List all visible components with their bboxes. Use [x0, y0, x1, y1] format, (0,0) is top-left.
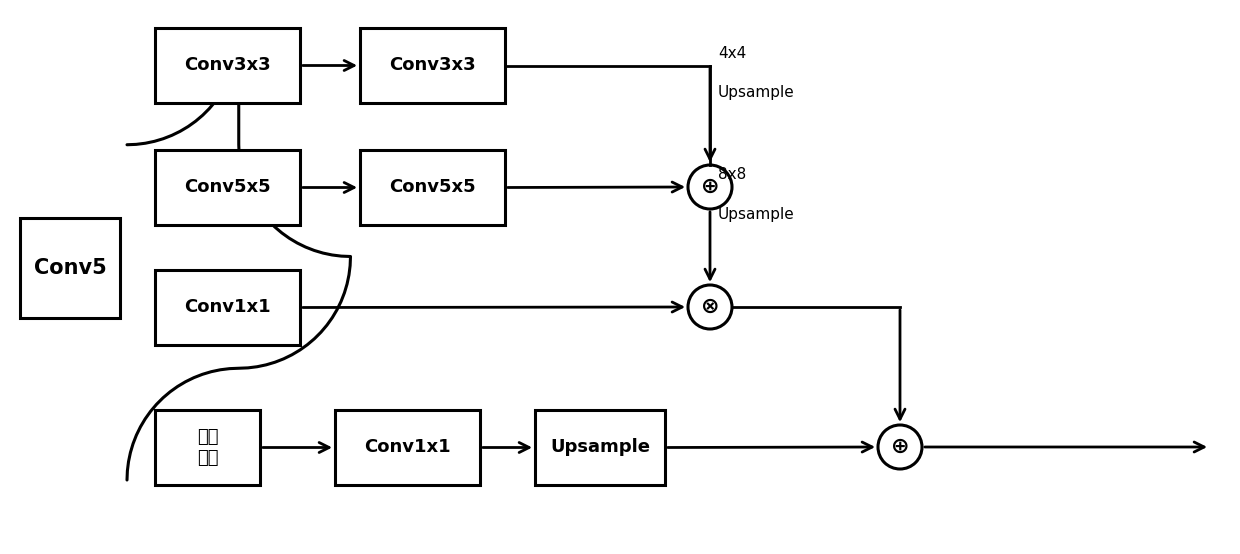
FancyBboxPatch shape — [534, 410, 665, 485]
FancyBboxPatch shape — [20, 218, 120, 318]
Text: Conv1x1: Conv1x1 — [365, 439, 451, 456]
Text: Conv3x3: Conv3x3 — [389, 57, 476, 74]
Text: Upsample: Upsample — [718, 85, 795, 100]
FancyBboxPatch shape — [155, 150, 300, 225]
Text: Conv3x3: Conv3x3 — [185, 57, 270, 74]
FancyBboxPatch shape — [155, 28, 300, 103]
Text: ⊕: ⊕ — [890, 437, 909, 457]
Text: Conv1x1: Conv1x1 — [185, 299, 270, 316]
FancyBboxPatch shape — [155, 270, 300, 345]
Text: ⊕: ⊕ — [701, 177, 719, 197]
Text: 全局
池化: 全局 池化 — [197, 428, 218, 467]
Text: 4x4: 4x4 — [718, 45, 746, 60]
FancyBboxPatch shape — [360, 150, 505, 225]
Text: ⊗: ⊗ — [701, 297, 719, 317]
FancyBboxPatch shape — [155, 410, 260, 485]
Text: Upsample: Upsample — [551, 439, 650, 456]
FancyBboxPatch shape — [335, 410, 480, 485]
Text: Upsample: Upsample — [718, 207, 795, 222]
Text: Conv5: Conv5 — [33, 258, 107, 278]
FancyBboxPatch shape — [360, 28, 505, 103]
Text: 8x8: 8x8 — [718, 167, 746, 182]
Text: Conv5x5: Conv5x5 — [389, 178, 476, 197]
Text: Conv5x5: Conv5x5 — [185, 178, 270, 197]
